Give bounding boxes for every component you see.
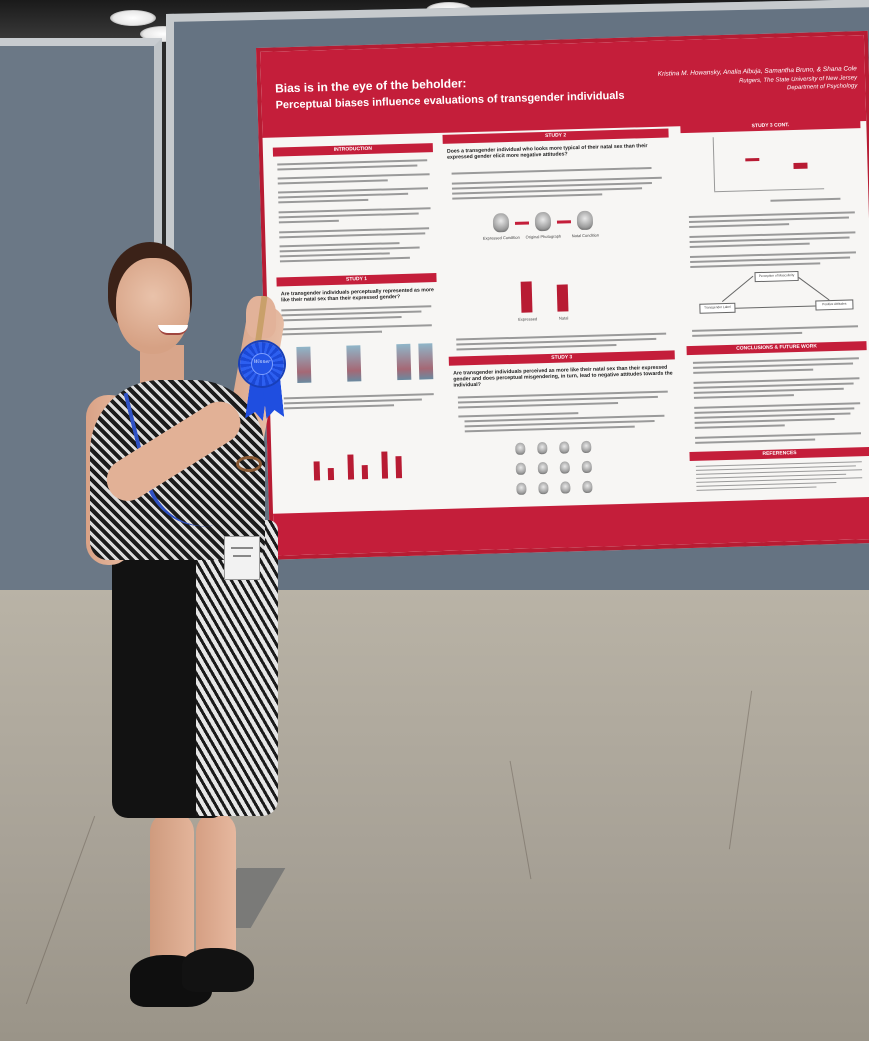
morph-face bbox=[515, 442, 526, 455]
ceiling-light bbox=[110, 10, 156, 26]
morph-face bbox=[537, 462, 549, 475]
shoe bbox=[182, 948, 254, 992]
morph-face bbox=[559, 441, 570, 454]
morph-face bbox=[537, 442, 548, 455]
morph-face bbox=[582, 480, 593, 494]
study3-face-grid bbox=[260, 35, 869, 556]
morph-face bbox=[515, 462, 527, 475]
morph-face bbox=[538, 482, 549, 495]
morph-face bbox=[516, 482, 527, 495]
rosette-center bbox=[251, 353, 273, 375]
name-badge bbox=[224, 536, 260, 580]
morph-face bbox=[581, 440, 592, 454]
morph-face bbox=[581, 460, 592, 474]
research-poster: Bias is in the eye of the beholder: Perc… bbox=[256, 30, 869, 560]
bracelet bbox=[236, 456, 262, 472]
face bbox=[116, 258, 190, 354]
smile bbox=[158, 325, 188, 335]
rosette-text: Winner bbox=[253, 360, 271, 365]
morph-face bbox=[559, 461, 571, 474]
morph-face bbox=[560, 481, 571, 494]
